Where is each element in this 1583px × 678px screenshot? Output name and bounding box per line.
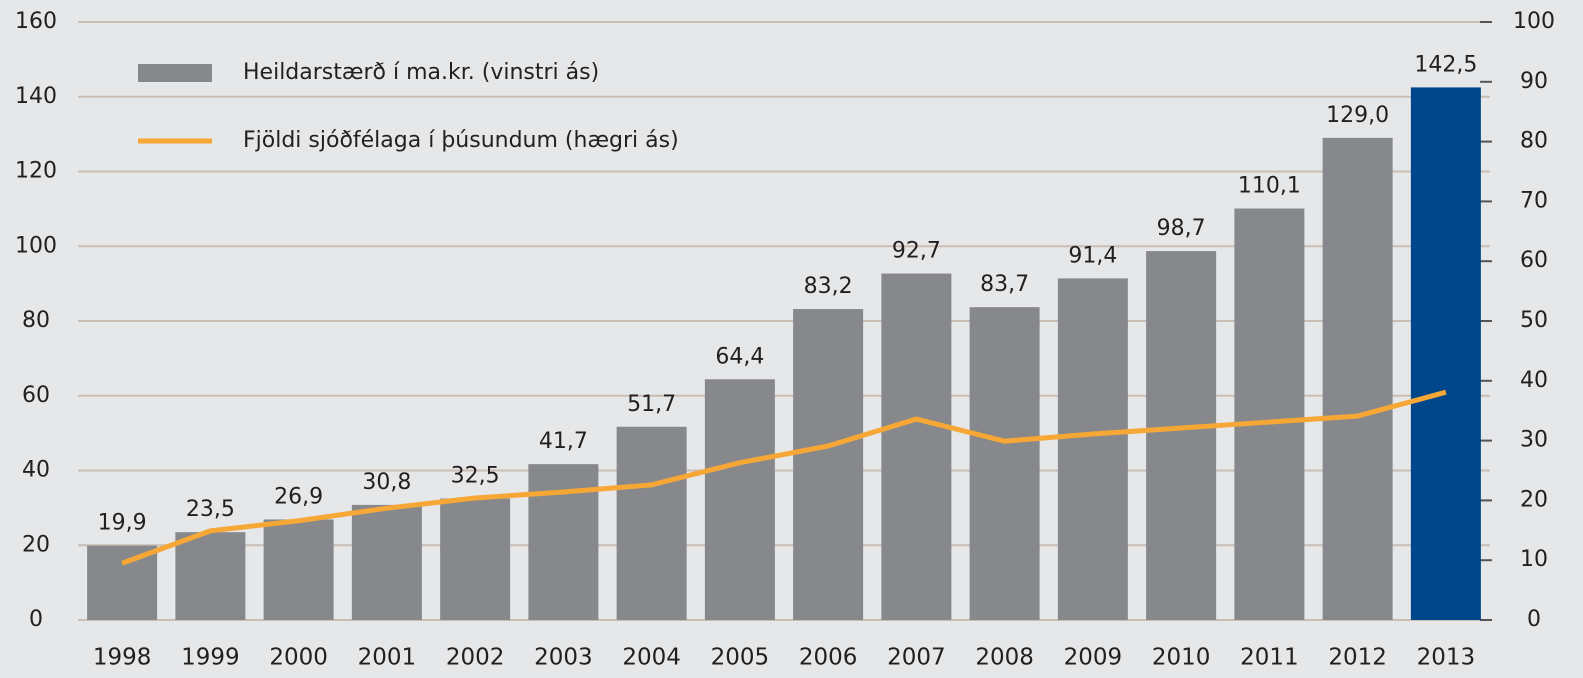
y2-tick-label: 0 (1527, 607, 1541, 632)
x-tick-label: 2004 (622, 645, 681, 671)
line (121, 389, 1447, 566)
x-tick-label: 2005 (711, 645, 770, 671)
legend-label: Heildarstærð í ma.kr. (vinstri ás) (243, 60, 599, 85)
bar (1410, 87, 1481, 620)
bar (1322, 137, 1393, 621)
data-label: 110,1 (1238, 174, 1301, 199)
data-label: 129,0 (1326, 103, 1389, 128)
data-label: 92,7 (892, 239, 941, 264)
x-tick-label: 2003 (534, 645, 593, 671)
bar (87, 545, 158, 620)
bar (793, 309, 864, 620)
x-tick-label: 2013 (1417, 645, 1476, 671)
bar (263, 519, 334, 620)
x-tick-label: 2000 (269, 645, 328, 671)
y-tick-label: 160 (15, 9, 57, 34)
x-tick-label: 2008 (975, 645, 1034, 671)
data-label: 64,4 (715, 344, 764, 369)
bar (881, 273, 952, 620)
y-tick-label: 40 (22, 458, 50, 483)
data-label: 26,9 (274, 484, 323, 509)
x-tick-label: 2009 (1064, 645, 1123, 671)
y-tick-label: 100 (15, 233, 57, 258)
data-label: 83,2 (804, 274, 853, 299)
legend-label: Fjöldi sjóðfélaga í þúsundum (hægri ás) (243, 128, 679, 153)
x-tick-label: 2001 (358, 645, 417, 671)
y2-tick-label: 40 (1520, 368, 1548, 393)
x-tick-label: 2010 (1152, 645, 1211, 671)
x-tick-label: 2012 (1328, 645, 1387, 671)
data-label: 91,4 (1068, 243, 1117, 268)
bar (1234, 208, 1305, 620)
y2-tick-label: 80 (1520, 129, 1548, 154)
y-tick-label: 140 (15, 84, 57, 109)
x-tick-label: 2006 (799, 645, 858, 671)
x-tick-label: 1998 (93, 645, 152, 671)
y-tick-label: 0 (29, 607, 43, 632)
x-tick-label: 2011 (1240, 645, 1299, 671)
data-label: 41,7 (539, 429, 588, 454)
y2-tick-label: 90 (1520, 69, 1548, 94)
y-tick-label: 20 (22, 532, 50, 557)
bar (969, 307, 1040, 620)
y2-tick-label: 50 (1520, 308, 1548, 333)
legend-swatch (138, 64, 212, 82)
bar (616, 426, 687, 620)
y2-tick-label: 70 (1520, 188, 1548, 213)
data-label: 83,7 (980, 272, 1029, 297)
y2-tick-label: 30 (1520, 428, 1548, 453)
data-label: 32,5 (451, 464, 500, 489)
data-label: 51,7 (627, 392, 676, 417)
x-tick-label: 2007 (887, 645, 946, 671)
y-tick-label: 80 (22, 308, 50, 333)
bar (528, 464, 599, 620)
bar (1057, 278, 1128, 620)
y-tick-label: 60 (22, 383, 50, 408)
data-label: 142,5 (1414, 52, 1477, 77)
data-label: 98,7 (1157, 216, 1206, 241)
data-label: 19,9 (98, 511, 147, 536)
bar (440, 498, 511, 620)
y2-tick-label: 60 (1520, 248, 1548, 273)
bar (1146, 251, 1217, 620)
bar (351, 504, 422, 620)
data-label: 23,5 (186, 497, 235, 522)
y-tick-label: 120 (15, 159, 57, 184)
y2-tick-label: 20 (1520, 487, 1548, 512)
y2-tick-label: 100 (1513, 9, 1555, 34)
x-tick-label: 1999 (181, 645, 240, 671)
x-tick-label: 2002 (446, 645, 505, 671)
data-label: 30,8 (362, 470, 411, 495)
y2-tick-label: 10 (1520, 547, 1548, 572)
bar (175, 532, 246, 620)
bar (704, 379, 775, 620)
